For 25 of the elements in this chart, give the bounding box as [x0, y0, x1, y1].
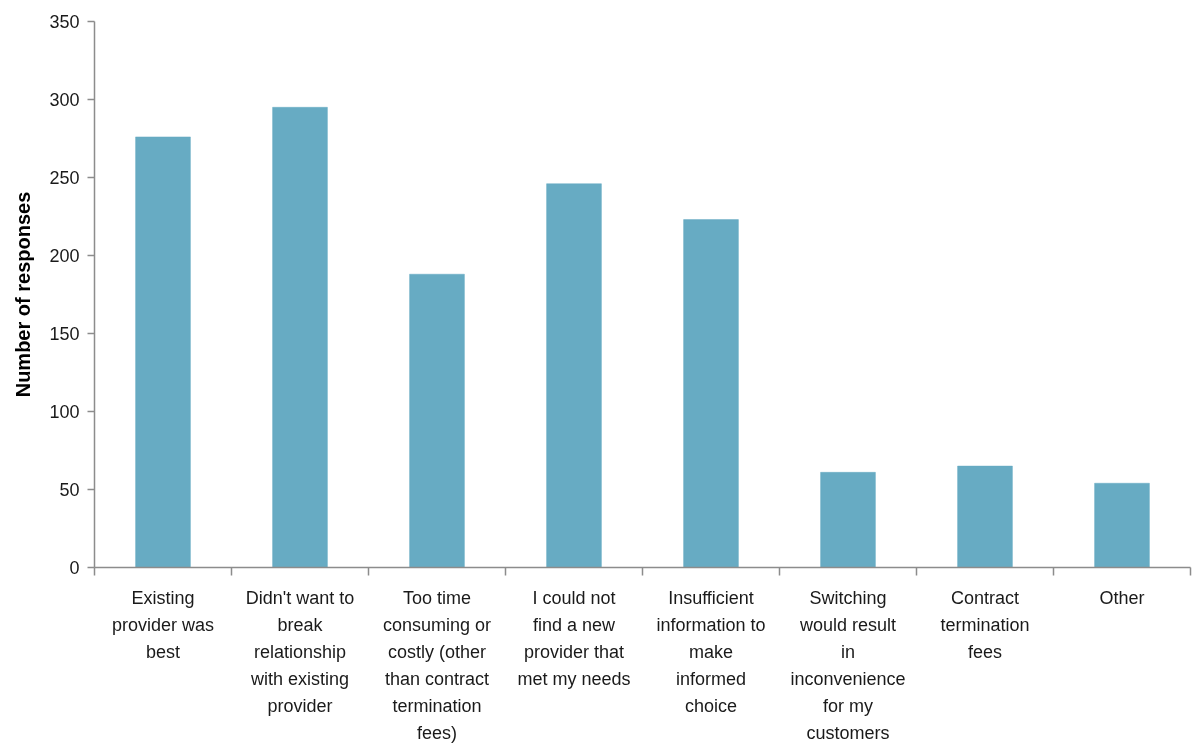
x-tick-label: Insufficient information to make informed choice — [656, 587, 766, 716]
y-axis-title: Number of responses — [12, 191, 35, 398]
bar — [272, 107, 328, 568]
bar — [957, 465, 1013, 568]
bar — [820, 472, 876, 568]
bar — [1094, 483, 1150, 568]
x-tick-label: Switching would result in inconvenience for my customers — [790, 587, 906, 743]
bar — [409, 273, 465, 568]
y-tick-label: 100 — [49, 402, 80, 422]
y-tick-label: 50 — [59, 480, 80, 500]
x-tick-label: Other — [1099, 587, 1145, 608]
y-tick-label: 250 — [49, 168, 80, 188]
bar — [546, 183, 602, 568]
bar — [135, 136, 191, 568]
y-tick-label: 350 — [49, 12, 80, 32]
x-tick-label: Contract termination fees — [940, 587, 1030, 662]
x-tick-label: Didn't want to break relationship with existing provider — [245, 587, 355, 716]
bar — [683, 219, 739, 568]
x-tick-label: Too time consuming or costly (other than contract termination fees) — [382, 587, 492, 743]
x-tick-label: Existing provider was best — [111, 587, 215, 662]
y-tick-label: 200 — [49, 246, 80, 266]
y-tick-label: 150 — [49, 324, 80, 344]
x-tick-label: I could not find a new provider that met my needs — [517, 587, 631, 689]
y-tick-label: 0 — [69, 558, 80, 578]
y-tick-label: 300 — [49, 90, 80, 110]
